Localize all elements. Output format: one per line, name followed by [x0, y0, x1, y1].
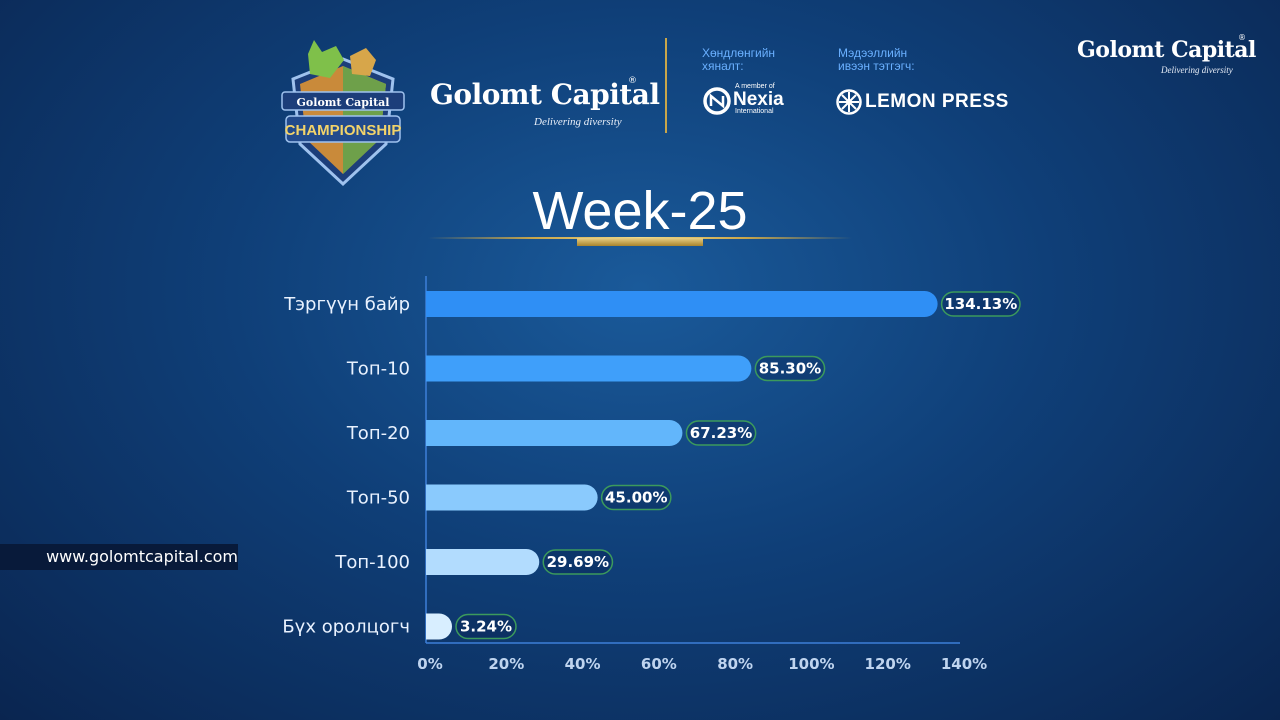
- x-tick-label: 0%: [417, 655, 442, 673]
- x-tick-label: 120%: [865, 655, 911, 673]
- category-label: Топ-20: [346, 423, 410, 444]
- brand-tagline: Delivering diversity: [534, 116, 622, 128]
- value-label: 67.23%: [690, 424, 752, 442]
- brand-top-right-registered-mark: ®: [1238, 33, 1246, 42]
- bar: [426, 613, 453, 640]
- value-label: 29.69%: [547, 553, 609, 571]
- brand-top-right-name: Golomt Capital: [1077, 37, 1256, 63]
- category-label: Топ-50: [346, 488, 410, 509]
- bar: [426, 549, 540, 575]
- value-label: 85.30%: [759, 360, 821, 378]
- bar: [426, 291, 938, 317]
- value-label-pill: [754, 355, 826, 382]
- category-label: Бүх оролцогч: [282, 617, 410, 638]
- chart-title: Week-25: [532, 181, 748, 241]
- audit-label-line2: хяналт:: [702, 59, 744, 73]
- nexia-name: Nexia: [733, 89, 784, 110]
- x-tick-label: 80%: [717, 655, 753, 673]
- value-label: 3.24%: [460, 618, 512, 636]
- audit-label-line1: Хөндлөнгийн: [702, 46, 776, 60]
- brand-name: Golomt Capital: [430, 78, 660, 111]
- x-tick-label: 140%: [941, 655, 987, 673]
- bar: [426, 484, 598, 511]
- nexia-international-text: International: [735, 108, 774, 115]
- championship-badge-logo: Golomt Capital CHAMPIONSHIP: [281, 40, 405, 187]
- bar: [426, 420, 683, 446]
- value-label-pill: [542, 549, 614, 575]
- nexia-member-text: A member of: [735, 83, 775, 90]
- x-tick-label: 20%: [488, 655, 524, 673]
- x-tick-label: 40%: [565, 655, 601, 673]
- lemon-press-name: LEMON PRESS: [865, 91, 1009, 112]
- website-url: www.golomtcapital.com: [46, 547, 238, 566]
- header-divider: [665, 38, 667, 133]
- badge-brand-text: Golomt Capital: [297, 96, 390, 109]
- lemon-press-icon: [836, 89, 862, 115]
- brand-registered-mark: ®: [628, 76, 637, 86]
- media-label-line1: Мэдээллийн: [838, 46, 908, 60]
- value-label-pill: [600, 484, 672, 511]
- category-label: Топ-100: [334, 552, 410, 573]
- value-label-pill: [685, 420, 757, 446]
- media-label-line2: ивээн тэтгэгч:: [838, 59, 915, 73]
- value-label-pill: [940, 291, 1021, 317]
- bar: [426, 355, 752, 382]
- value-label: 45.00%: [605, 489, 667, 507]
- nexia-logo-icon: [703, 87, 731, 115]
- category-label: Тэргүүн байр: [283, 294, 410, 315]
- title-accent-bar: [577, 238, 703, 246]
- media-sponsor-label: Мэдээллийн ивээн тэтгэгч:: [838, 47, 915, 73]
- website-banner: www.golomtcapital.com: [0, 544, 238, 570]
- x-tick-label: 60%: [641, 655, 677, 673]
- badge-title-text: CHAMPIONSHIP: [285, 122, 402, 139]
- audit-sponsor-label: Хөндлөнгийн хяналт:: [702, 47, 775, 73]
- value-label: 134.13%: [944, 295, 1017, 313]
- value-label-pill: [455, 613, 517, 640]
- category-label: Топ-10: [346, 359, 410, 380]
- x-tick-label: 100%: [788, 655, 834, 673]
- brand-top-right-tagline: Delivering diversity: [1161, 65, 1233, 75]
